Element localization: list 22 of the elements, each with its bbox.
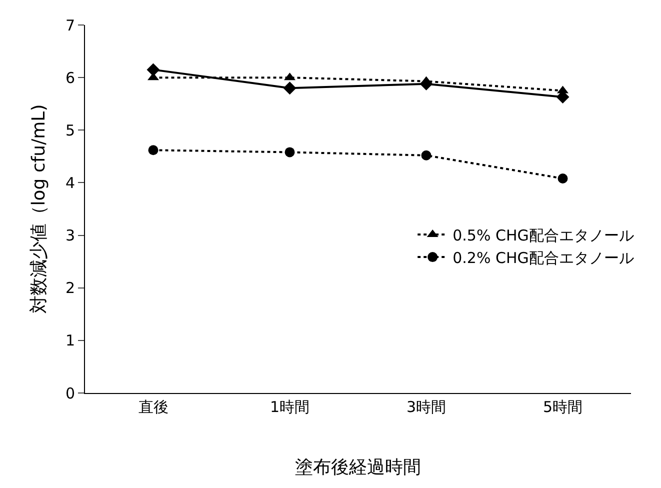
- y-tick-label: 1: [65, 332, 75, 350]
- y-tick-label: 5: [65, 121, 75, 140]
- y-tick-label: 3: [65, 226, 75, 245]
- x-tick-label: 3時間: [406, 398, 446, 416]
- x-tick-label: 直後: [138, 398, 168, 416]
- x-tick-label: 1時間: [270, 398, 310, 416]
- point: [558, 174, 568, 184]
- y-tick-label: 6: [65, 68, 75, 87]
- point: [283, 82, 296, 95]
- point: [284, 147, 295, 158]
- point: [146, 63, 160, 76]
- point: [148, 145, 158, 156]
- x-tick-label: 5時間: [542, 398, 583, 416]
- y-tick-label: 7: [65, 16, 75, 34]
- legend-label: 0.5% CHG配合エタノール: [452, 226, 634, 244]
- x-axis-title: 塗布後経過時間: [295, 457, 421, 478]
- legend-label: 0.2% CHG配合エタノール: [452, 248, 634, 267]
- y-axis-title: 対数減少値（log cfu/mL): [28, 104, 50, 314]
- point: [421, 150, 432, 160]
- y-tick-label: 2: [65, 279, 75, 298]
- y-tick-label: 0: [65, 384, 75, 402]
- y-tick-label: 4: [65, 174, 75, 192]
